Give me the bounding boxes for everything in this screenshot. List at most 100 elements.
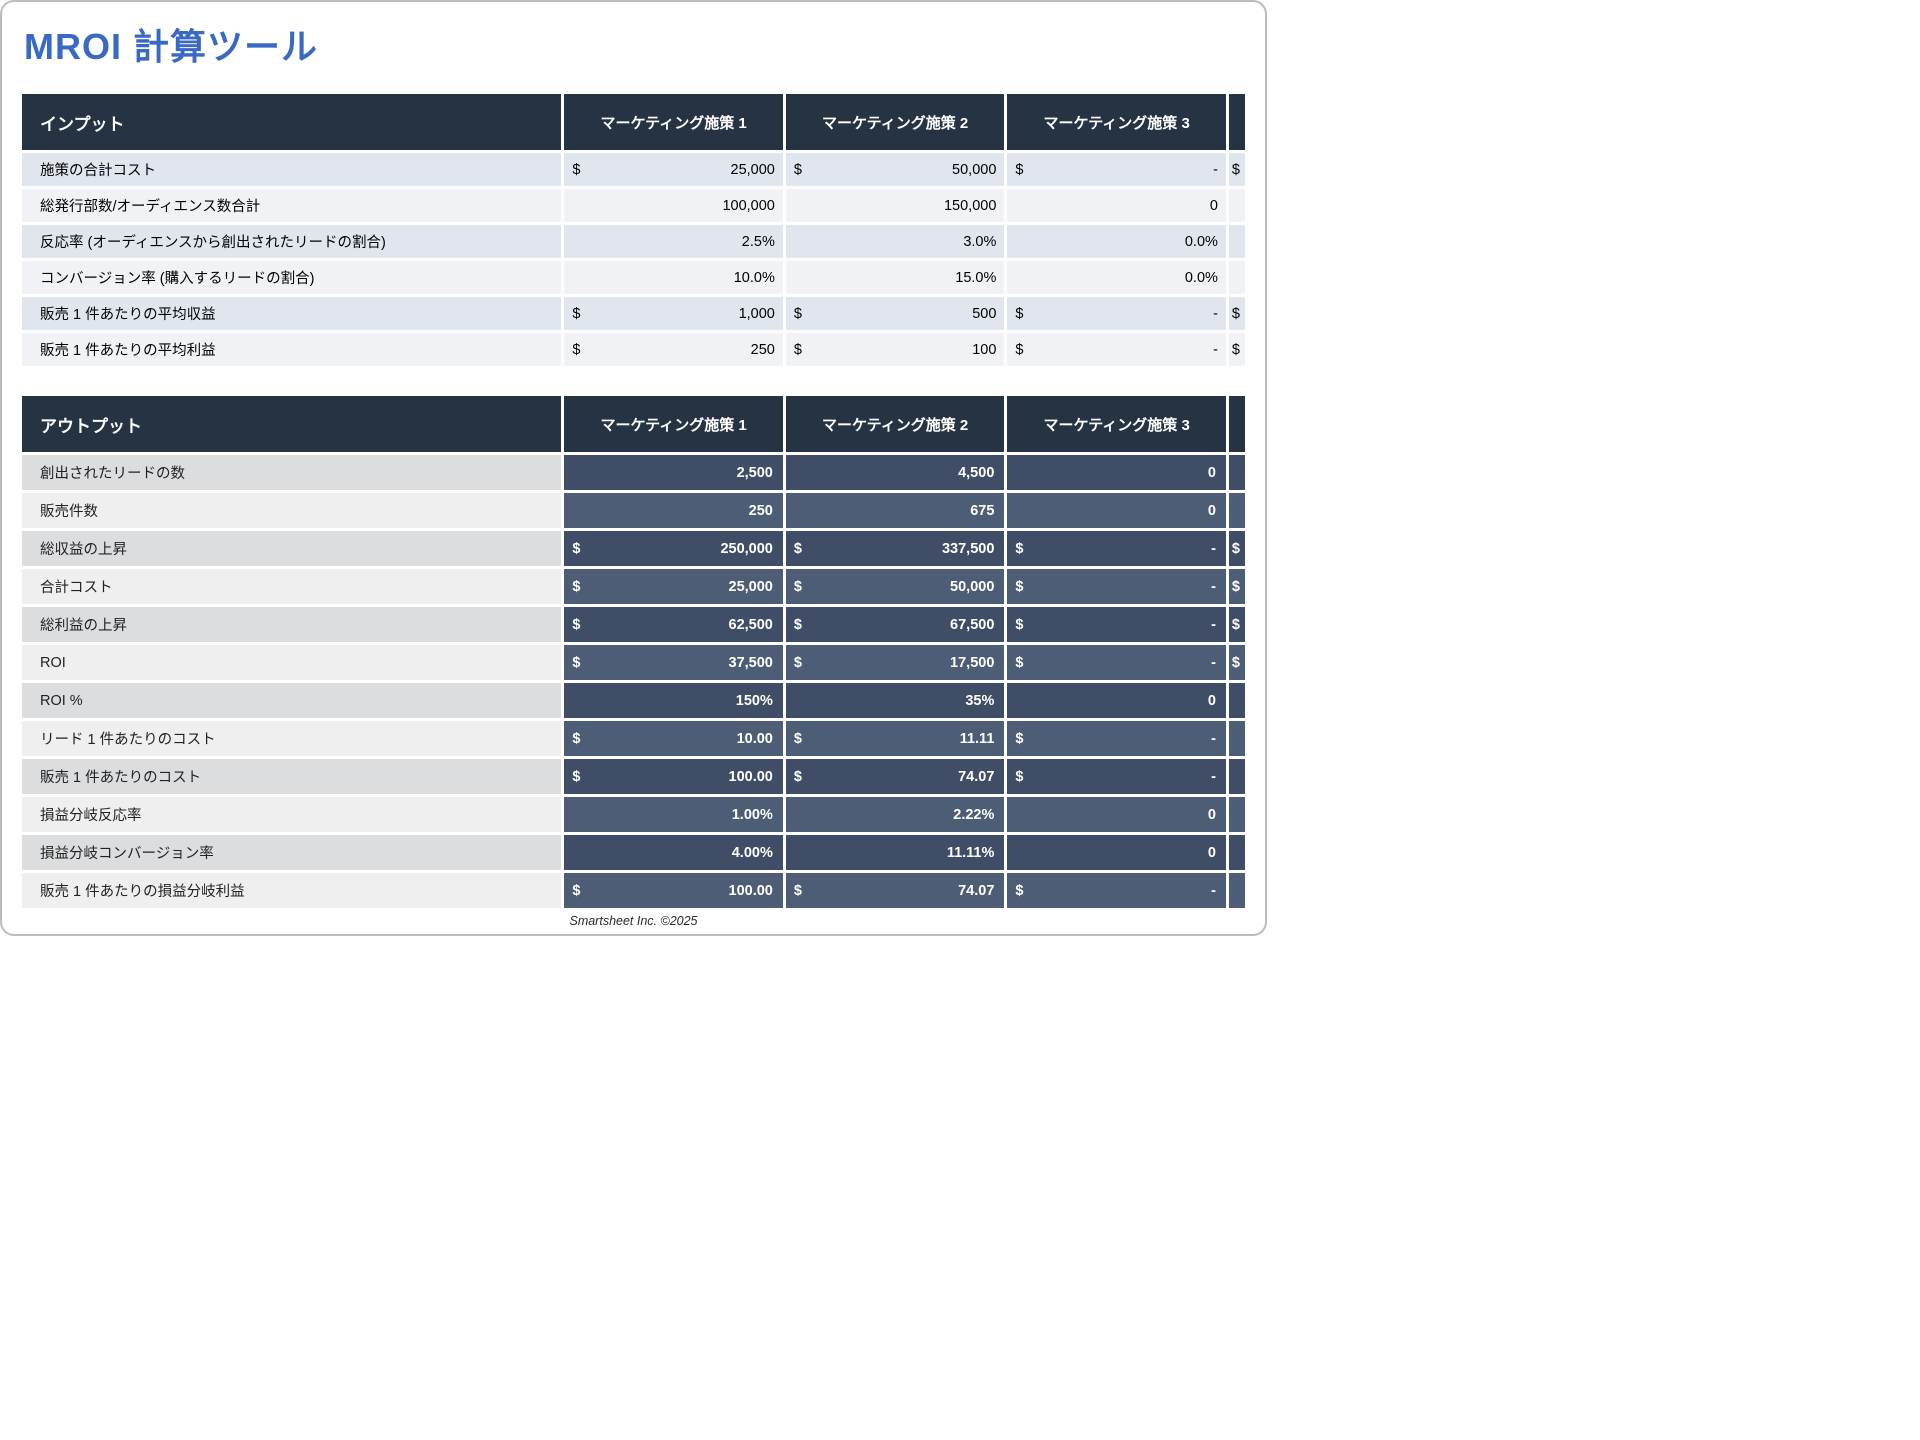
cell-partial-col4: $	[1228, 644, 1246, 681]
cell-value: 250	[563, 492, 784, 529]
row-label: 販売 1 件あたりのコスト	[21, 758, 562, 795]
output-table: アウトプット マーケティング施策 1 マーケティング施策 2 マーケティング施策…	[20, 394, 1247, 910]
output-header: アウトプット	[21, 395, 562, 453]
cell-partial-col4	[1228, 872, 1246, 909]
cell-value: -	[1006, 606, 1227, 643]
cell-value[interactable]: 0.0%	[1006, 224, 1227, 259]
input-body: 施策の合計コスト25,00050,000-$総発行部数/オーディエンス数合計10…	[21, 152, 1246, 367]
cell-value: 100.00	[563, 872, 784, 909]
row-label: 販売 1 件あたりの損益分岐利益	[21, 872, 562, 909]
table-row: ROI37,50017,500-$	[21, 644, 1246, 681]
col-header-4-partial	[1228, 93, 1246, 151]
col-header-3: マーケティング施策 3	[1006, 93, 1227, 151]
cell-partial-col4	[1228, 720, 1246, 757]
cell-value: 250,000	[563, 530, 784, 567]
row-label: 創出されたリードの数	[21, 454, 562, 491]
cell-value[interactable]: -	[1006, 332, 1227, 367]
cell-value[interactable]: 100	[785, 332, 1006, 367]
cell-value: 74.07	[785, 872, 1006, 909]
cell-partial-col4: $	[1228, 152, 1246, 187]
page-title: MROI 計算ツール	[24, 18, 1247, 70]
cell-partial-col4: $	[1228, 296, 1246, 331]
cell-value: 74.07	[785, 758, 1006, 795]
row-label: 施策の合計コスト	[21, 152, 562, 187]
row-label: 損益分岐反応率	[21, 796, 562, 833]
cell-value: 35%	[785, 682, 1006, 719]
col-header-4-partial	[1228, 395, 1246, 453]
cell-value[interactable]: 500	[785, 296, 1006, 331]
cell-value: 2.22%	[785, 796, 1006, 833]
cell-partial-col4	[1228, 188, 1246, 223]
cell-value: 150%	[563, 682, 784, 719]
table-row: 販売 1 件あたりの平均利益250100-$	[21, 332, 1246, 367]
cell-value: 67,500	[785, 606, 1006, 643]
row-label: 損益分岐コンバージョン率	[21, 834, 562, 871]
cell-value[interactable]: 10.0%	[563, 260, 784, 295]
table-row: 総収益の上昇250,000337,500-$	[21, 530, 1246, 567]
row-label: 合計コスト	[21, 568, 562, 605]
cell-value[interactable]: 25,000	[563, 152, 784, 187]
table-row: 創出されたリードの数2,5004,5000	[21, 454, 1246, 491]
cell-value: 62,500	[563, 606, 784, 643]
cell-partial-col4: $	[1228, 530, 1246, 567]
table-row: 損益分岐コンバージョン率4.00%11.11%0	[21, 834, 1246, 871]
cell-value: 0	[1006, 454, 1227, 491]
cell-value[interactable]: 100,000	[563, 188, 784, 223]
cell-value[interactable]: 15.0%	[785, 260, 1006, 295]
cell-value[interactable]: -	[1006, 152, 1227, 187]
cell-value: 4,500	[785, 454, 1006, 491]
cell-value: 50,000	[785, 568, 1006, 605]
cell-value[interactable]: 150,000	[785, 188, 1006, 223]
cell-value: 100.00	[563, 758, 784, 795]
cell-partial-col4	[1228, 260, 1246, 295]
cell-value: 4.00%	[563, 834, 784, 871]
cell-value: 11.11%	[785, 834, 1006, 871]
row-label: 反応率 (オーディエンスから創出されたリードの割合)	[21, 224, 562, 259]
cell-partial-col4	[1228, 758, 1246, 795]
cell-value: -	[1006, 530, 1227, 567]
col-header-1: マーケティング施策 1	[563, 93, 784, 151]
table-row: 施策の合計コスト25,00050,000-$	[21, 152, 1246, 187]
row-label: ROI %	[21, 682, 562, 719]
row-label: 販売 1 件あたりの平均利益	[21, 332, 562, 367]
cell-partial-col4: $	[1228, 606, 1246, 643]
input-header: インプット	[21, 93, 562, 151]
table-row: 販売 1 件あたりのコスト100.0074.07-	[21, 758, 1246, 795]
cell-value: 0	[1006, 834, 1227, 871]
row-label: 総発行部数/オーディエンス数合計	[21, 188, 562, 223]
cell-partial-col4: $	[1228, 332, 1246, 367]
row-label: 総利益の上昇	[21, 606, 562, 643]
cell-value: 11.11	[785, 720, 1006, 757]
cell-partial-col4	[1228, 224, 1246, 259]
cell-partial-col4	[1228, 454, 1246, 491]
cell-value: -	[1006, 720, 1227, 757]
table-row: 販売 1 件あたりの損益分岐利益100.0074.07-	[21, 872, 1246, 909]
row-label: 総収益の上昇	[21, 530, 562, 567]
cell-value[interactable]: 3.0%	[785, 224, 1006, 259]
cell-value[interactable]: 1,000	[563, 296, 784, 331]
cell-value: 37,500	[563, 644, 784, 681]
cell-value: -	[1006, 872, 1227, 909]
col-header-3: マーケティング施策 3	[1006, 395, 1227, 453]
cell-value[interactable]: 50,000	[785, 152, 1006, 187]
cell-value: 0	[1006, 682, 1227, 719]
cell-value: -	[1006, 568, 1227, 605]
cell-value[interactable]: 0	[1006, 188, 1227, 223]
cell-partial-col4	[1228, 834, 1246, 871]
table-row: 合計コスト25,00050,000-$	[21, 568, 1246, 605]
cell-partial-col4	[1228, 492, 1246, 529]
row-label: 販売件数	[21, 492, 562, 529]
cell-value: -	[1006, 644, 1227, 681]
row-label: ROI	[21, 644, 562, 681]
cell-value: 2,500	[563, 454, 784, 491]
row-label: リード 1 件あたりのコスト	[21, 720, 562, 757]
cell-value[interactable]: -	[1006, 296, 1227, 331]
cell-value[interactable]: 250	[563, 332, 784, 367]
cell-value: 10.00	[563, 720, 784, 757]
footer-copyright: Smartsheet Inc. ©2025	[20, 914, 1247, 928]
row-label: コンバージョン率 (購入するリードの割合)	[21, 260, 562, 295]
cell-value[interactable]: 0.0%	[1006, 260, 1227, 295]
table-row: ROI %150%35%0	[21, 682, 1246, 719]
table-row: 総利益の上昇62,50067,500-$	[21, 606, 1246, 643]
cell-value[interactable]: 2.5%	[563, 224, 784, 259]
